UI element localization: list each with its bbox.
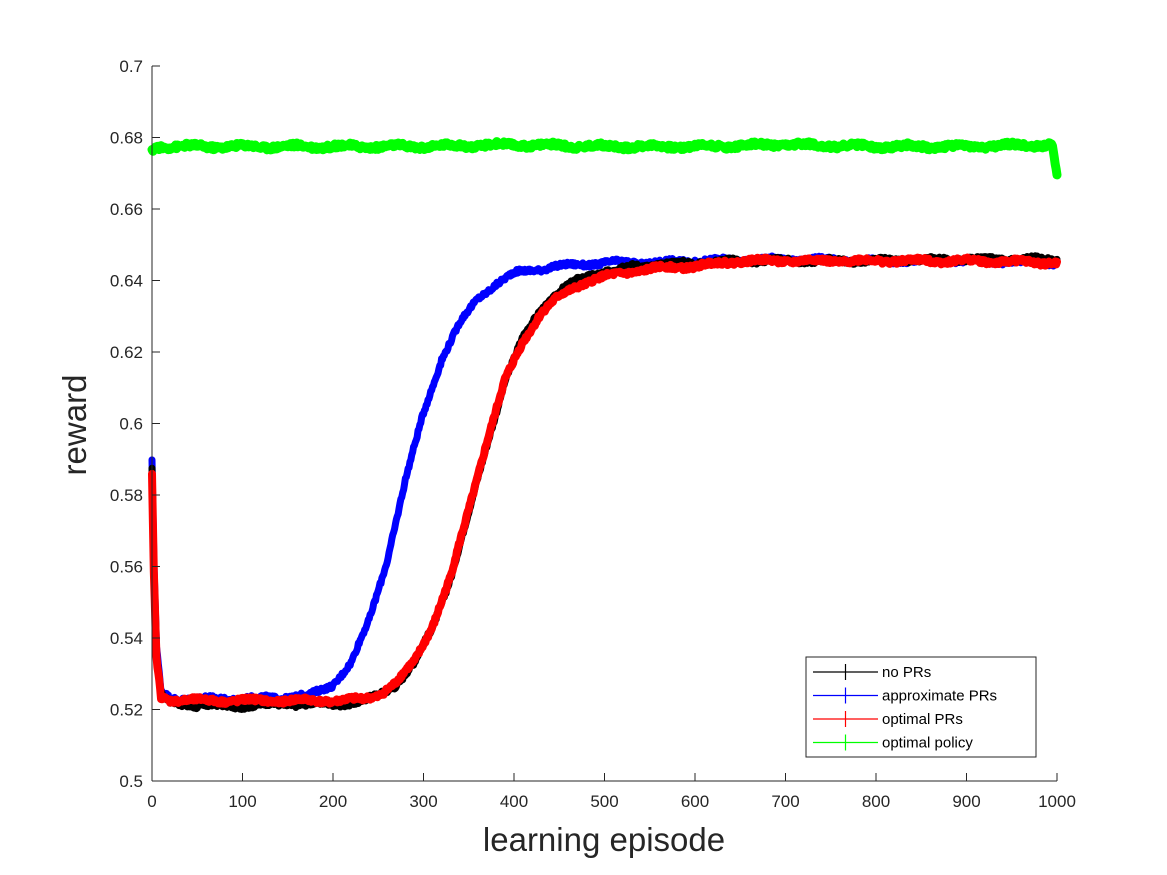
y-tick-label: 0.62: [110, 343, 143, 362]
x-tick-label: 100: [228, 792, 256, 811]
axes: [151, 65, 1058, 782]
series-line-optimal-prs: [148, 253, 1061, 708]
x-tick-label: 900: [952, 792, 980, 811]
x-tick-label: 200: [319, 792, 347, 811]
x-tick-label: 0: [147, 792, 156, 811]
series-line-no-prs: [148, 252, 1061, 713]
y-tick-label: 0.64: [110, 272, 143, 291]
y-tick-label: 0.52: [110, 701, 143, 720]
x-tick-label: 300: [409, 792, 437, 811]
y-tick-label: 0.5: [119, 772, 143, 791]
x-tick-label: 800: [862, 792, 890, 811]
y-tick-label: 0.56: [110, 558, 143, 577]
series-layer: [147, 137, 1062, 713]
tick-labels: 0 100 200 300 400 500 600 700 800 900 1000 0.5 0.52 0…: [110, 57, 1076, 811]
series-line-approximate-prs: [148, 252, 1061, 706]
y-tick-label: 0.66: [110, 200, 143, 219]
y-tick-label: 0.7: [119, 57, 143, 76]
x-tick-label: 400: [500, 792, 528, 811]
y-axis-title: reward: [56, 375, 93, 476]
x-tick-label: 700: [771, 792, 799, 811]
y-tick-label: 0.68: [110, 129, 143, 148]
x-tick-label: 500: [590, 792, 618, 811]
x-tick-label: 1000: [1038, 792, 1076, 811]
legend-label: optimal PRs: [882, 711, 963, 728]
y-tick-label: 0.58: [110, 486, 143, 505]
legend-box: [805, 656, 1037, 758]
x-tick-label: 600: [681, 792, 709, 811]
legend-label: optimal policy: [882, 735, 973, 752]
legend: no PRs approximate PRs optimal PRs optimal …: [805, 656, 1037, 758]
y-tick-label: 0.54: [110, 629, 143, 648]
y-tick-label: 0.6: [119, 415, 143, 434]
legend-label: no PRs: [882, 664, 931, 681]
series-line-optimal-policy: [147, 137, 1062, 180]
x-axis-title: learning episode: [483, 821, 725, 858]
legend-label: approximate PRs: [882, 688, 997, 705]
